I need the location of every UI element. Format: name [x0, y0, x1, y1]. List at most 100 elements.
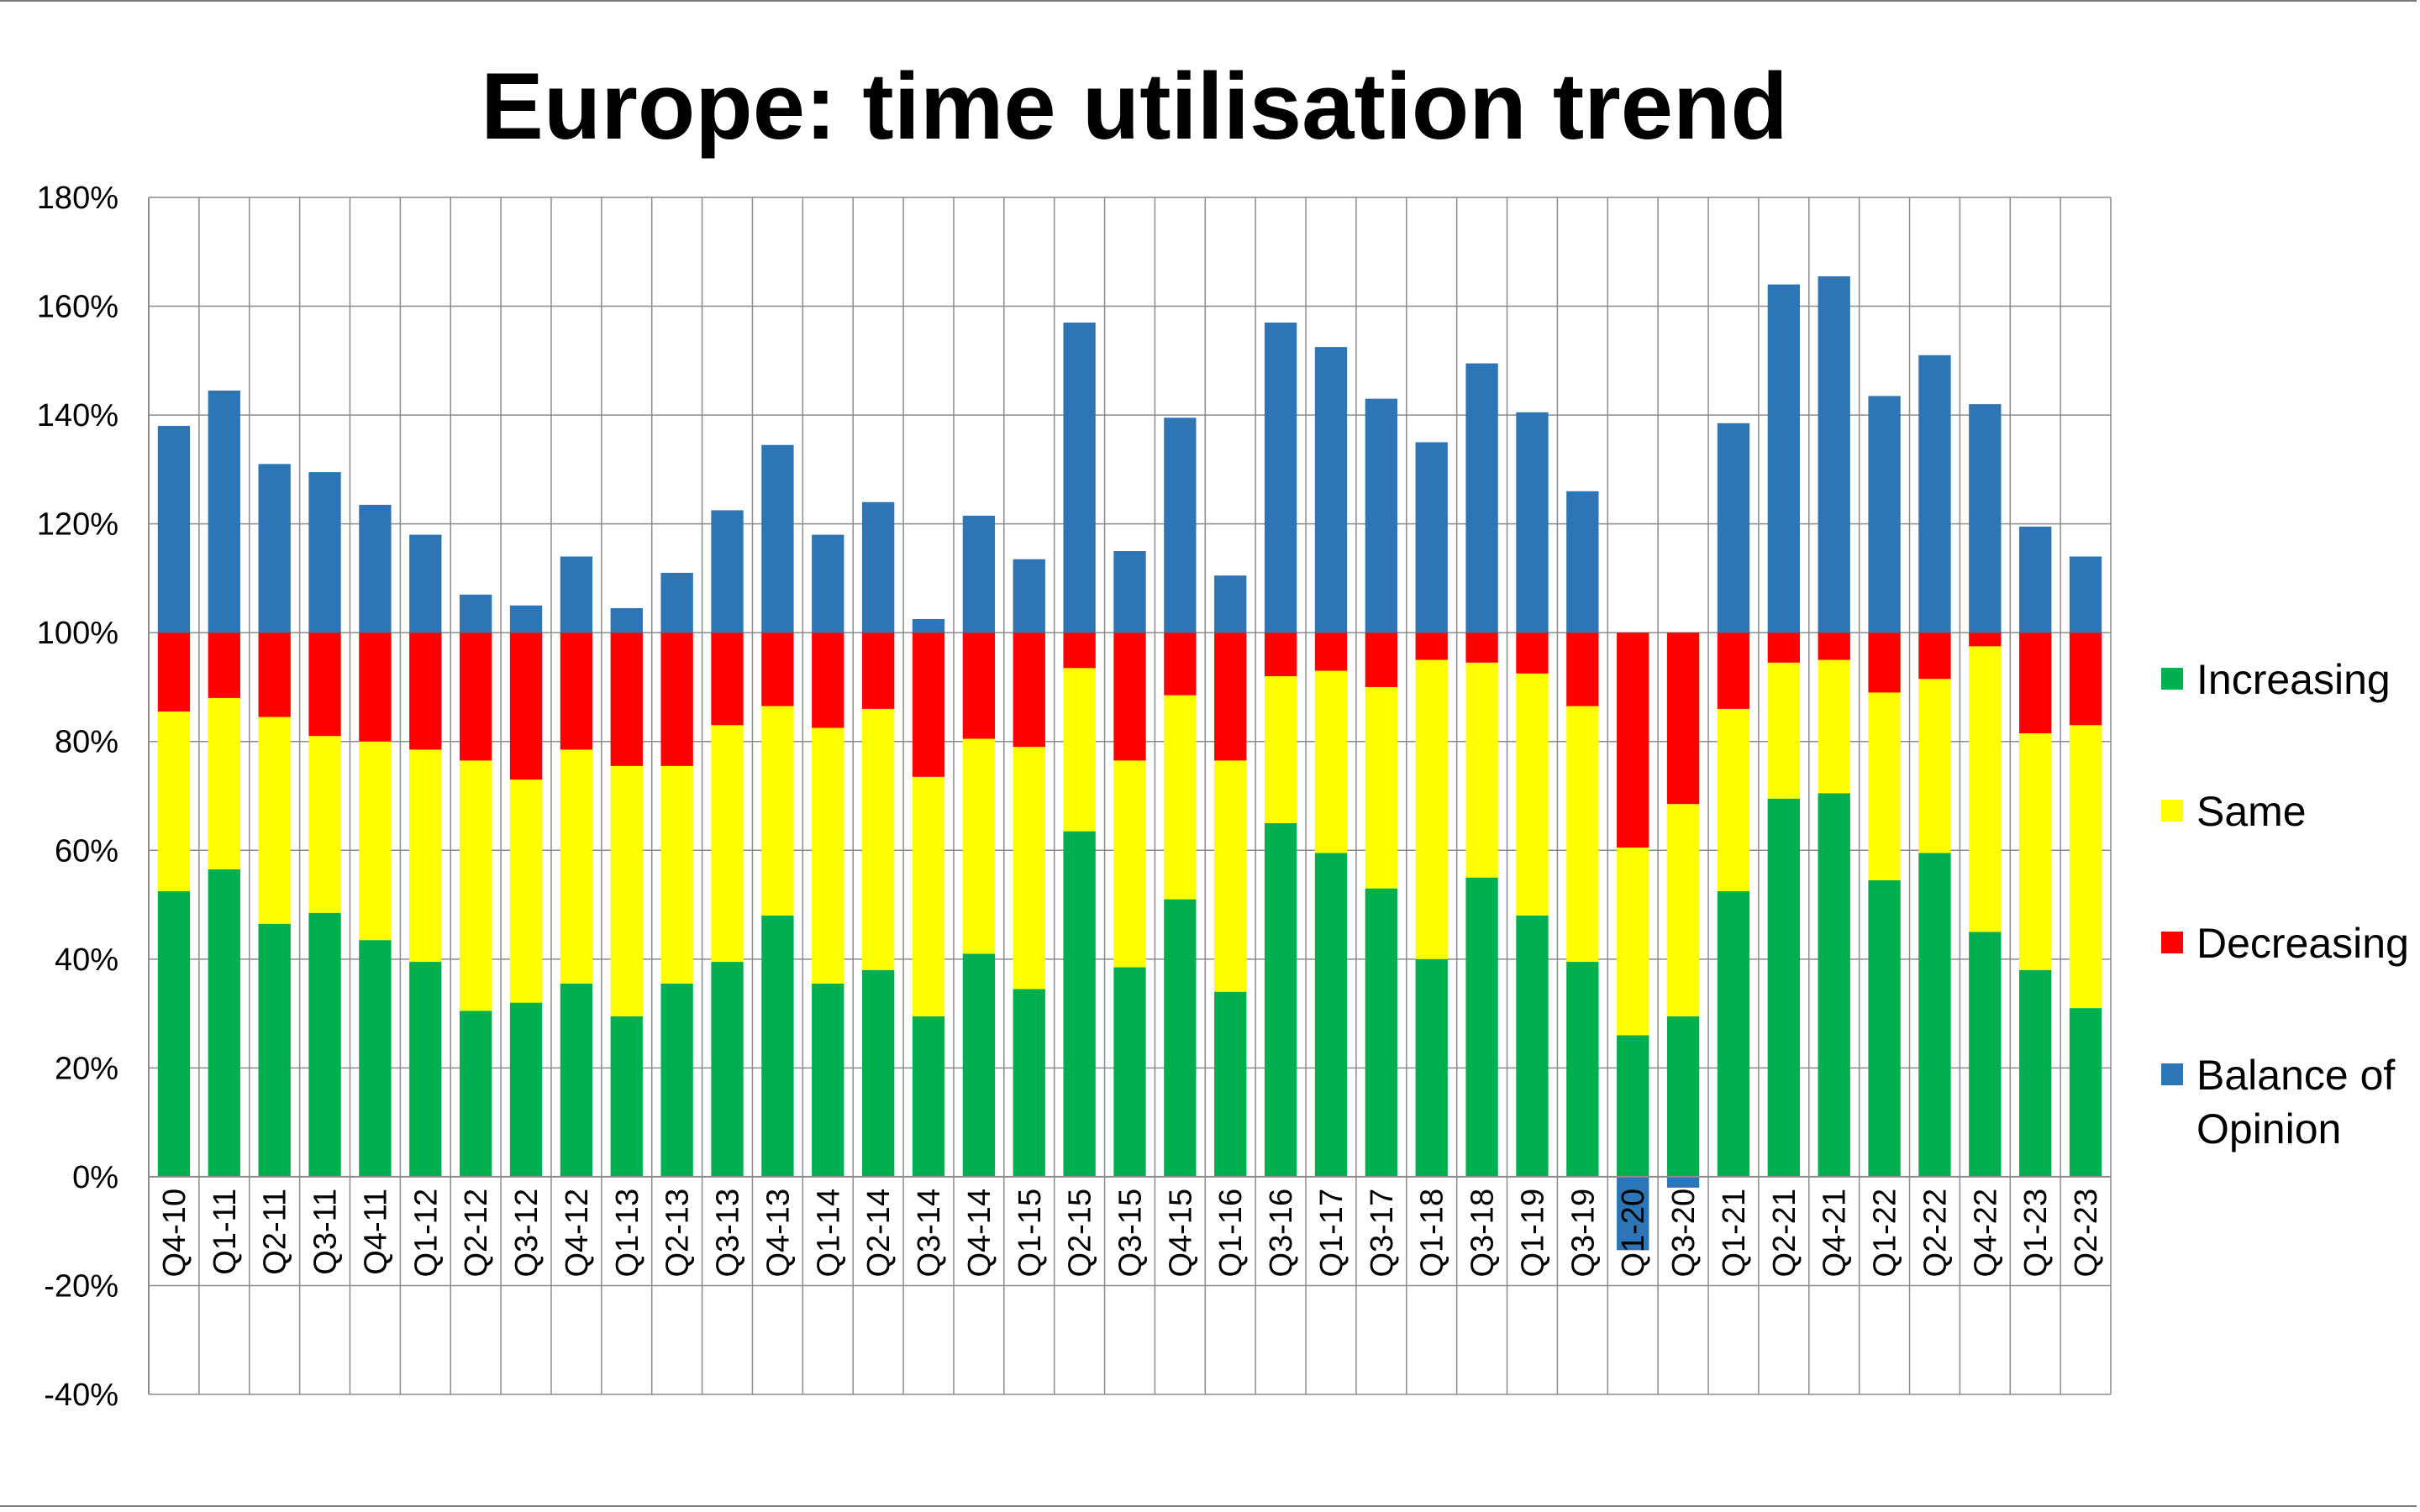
- bar-segment: [2069, 725, 2102, 1009]
- bar-segment: [1617, 633, 1649, 848]
- bar-segment: [1013, 559, 1045, 633]
- bar-segment: [157, 711, 191, 891]
- x-tick-label: Q4-12: [560, 1189, 595, 1278]
- bar-segment: [1969, 633, 2002, 647]
- bar-segment: [1365, 888, 1398, 1177]
- legend-swatch: [2161, 800, 2183, 822]
- bar-segment: [409, 633, 442, 750]
- x-tick-label: Q4-22: [1968, 1189, 2003, 1278]
- bar-segment: [1264, 322, 1297, 633]
- bar-segment: [1617, 1176, 1649, 1251]
- bar-segment: [962, 515, 996, 633]
- bar-segment: [1969, 404, 2002, 633]
- bar-segment: [1767, 662, 1800, 799]
- x-tick-label: Q3-20: [1666, 1189, 1702, 1278]
- x-tick-label: Q1-19: [1515, 1189, 1550, 1278]
- bar-segment: [711, 633, 744, 726]
- bar-segment: [761, 916, 794, 1177]
- bar-segment: [1969, 646, 2002, 932]
- bar-segment: [1516, 916, 1549, 1177]
- bar-segment: [1617, 1035, 1649, 1177]
- y-tick-label: 60%: [55, 833, 118, 869]
- bar-segment: [1918, 633, 1951, 680]
- bar-segment: [1164, 695, 1197, 900]
- bar-segment: [1314, 633, 1348, 671]
- bar-segment: [1465, 363, 1498, 633]
- bar-segment: [962, 633, 996, 739]
- bar-segment: [560, 556, 593, 633]
- bar-segment: [258, 464, 291, 633]
- bar-segment: [1818, 793, 1850, 1177]
- bar-segment: [1113, 551, 1146, 633]
- bar-segment: [1314, 853, 1348, 1177]
- bar-segment: [460, 1011, 492, 1177]
- bar-segment: [1717, 633, 1750, 709]
- x-tick-label: Q1-14: [811, 1189, 846, 1278]
- x-tick-label: Q4-13: [760, 1189, 796, 1278]
- x-tick-label: Q2-12: [459, 1189, 494, 1278]
- x-tick-label: Q1-18: [1415, 1189, 1450, 1278]
- x-tick-label: Q3-15: [1113, 1189, 1149, 1278]
- legend-label: Balance of: [2196, 1052, 2395, 1099]
- bar-segment: [1164, 417, 1197, 633]
- bar-segment: [861, 633, 895, 709]
- bar-segment: [359, 741, 392, 941]
- bar-segment: [2069, 556, 2102, 633]
- bar-segment: [308, 633, 341, 737]
- bar-segment: [761, 706, 794, 916]
- bar-segment: [460, 760, 492, 1011]
- bar-segment: [2019, 969, 2052, 1177]
- bar-segment: [812, 534, 844, 633]
- chart-title: Europe: time utilisation trend: [481, 54, 1788, 159]
- bar-segment: [861, 708, 895, 970]
- x-tick-label: Q2-11: [258, 1189, 293, 1275]
- bar-segment: [812, 727, 844, 984]
- bar-segment: [509, 633, 543, 780]
- bar-segment: [258, 717, 291, 924]
- x-tick-label: Q1-20: [1616, 1189, 1651, 1278]
- bar-segment: [1465, 662, 1498, 878]
- x-tick-label: Q1-12: [408, 1189, 444, 1278]
- x-tick-label: Q2-13: [660, 1189, 696, 1278]
- x-tick-label: Q3-18: [1465, 1189, 1501, 1278]
- bar-segment: [1013, 989, 1045, 1177]
- legend-label: Opinion: [2196, 1105, 2341, 1152]
- bar-segment: [812, 633, 844, 728]
- y-tick-label: 160%: [37, 290, 118, 325]
- bar-segment: [1666, 1016, 1700, 1177]
- bar-segment: [1918, 354, 1951, 633]
- bar-segment: [1516, 633, 1549, 674]
- bar-segment: [359, 633, 392, 742]
- bar-segment: [2019, 526, 2052, 633]
- bar-segment: [208, 869, 240, 1177]
- bar-segment: [912, 1016, 945, 1177]
- legend-swatch: [2161, 1063, 2183, 1085]
- bar-segment: [1264, 633, 1297, 676]
- axes: [148, 197, 2111, 1394]
- bar-segment: [1214, 575, 1247, 633]
- legend-label: Same: [2196, 788, 2307, 835]
- bar-segment: [1666, 1176, 1700, 1188]
- bar-segment: [812, 983, 844, 1177]
- x-tick-label: Q4-11: [358, 1189, 393, 1275]
- x-tick-label: Q4-10: [157, 1189, 192, 1278]
- bar-segment: [1566, 633, 1599, 706]
- x-axis-ticks: Q4-10 Q1-11 Q2-11 Q3-11 Q4-11 Q1-12 Q2-12 Q3-12…: [157, 1189, 2104, 1278]
- bar-segment: [1717, 708, 1750, 891]
- bar-segment: [1365, 686, 1398, 889]
- bar-segment: [1063, 668, 1096, 832]
- bar-segment: [409, 962, 442, 1177]
- bar-segment: [2069, 1008, 2102, 1177]
- x-tick-label: Q2-22: [1918, 1189, 1953, 1278]
- x-tick-label: Q3-19: [1565, 1189, 1601, 1278]
- bar-segment: [1365, 633, 1398, 687]
- bar-segment: [1566, 962, 1599, 1177]
- x-tick-label: Q4-15: [1163, 1189, 1198, 1278]
- bar-segment: [861, 501, 895, 633]
- bar-segment: [660, 765, 693, 984]
- bar-segment: [1365, 398, 1398, 633]
- bar-segment: [1566, 706, 1599, 963]
- bar-segment: [610, 608, 643, 633]
- bar-segment: [1767, 798, 1800, 1177]
